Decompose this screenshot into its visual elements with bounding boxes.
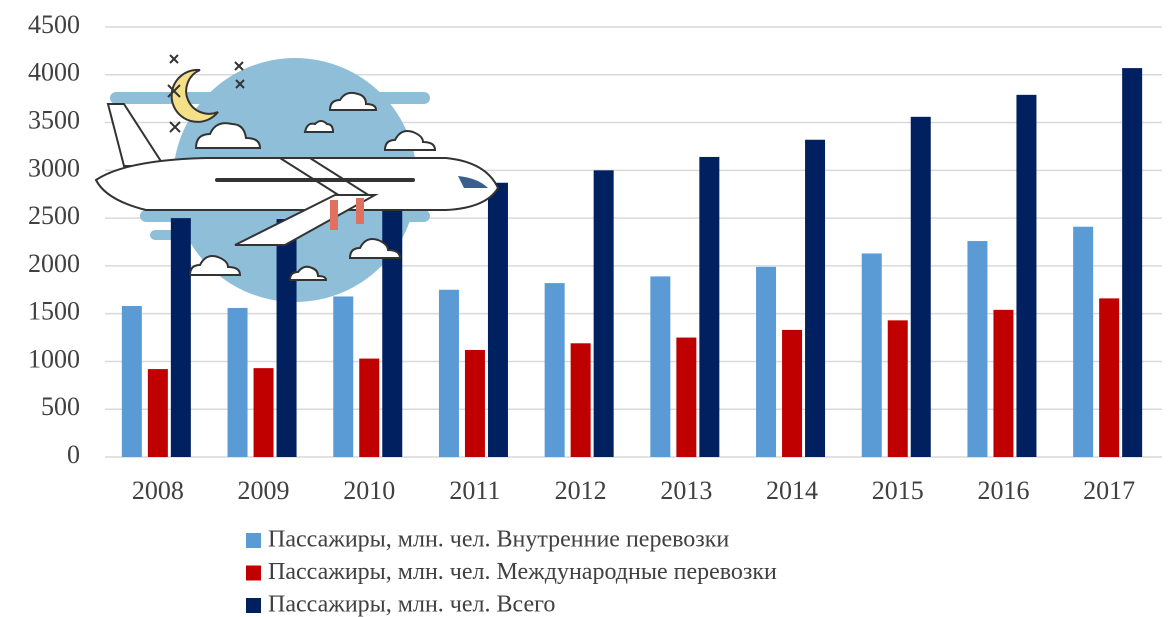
legend-swatch	[246, 566, 261, 581]
x-tick-label: 2008	[132, 476, 184, 505]
y-tick-label: 1000	[28, 344, 80, 373]
bar	[439, 290, 459, 457]
bar	[1099, 298, 1119, 457]
bar	[382, 198, 402, 457]
bar	[545, 283, 565, 457]
bar	[967, 241, 987, 457]
bar	[699, 157, 719, 457]
bar	[911, 117, 931, 457]
x-tick-label: 2016	[977, 476, 1029, 505]
y-tick-label: 4000	[28, 58, 80, 87]
x-tick-label: 2017	[1083, 476, 1135, 505]
y-tick-label: 4500	[28, 10, 80, 39]
bar	[254, 368, 274, 457]
x-tick-label: 2010	[343, 476, 395, 505]
y-tick-label: 0	[67, 440, 80, 469]
y-tick-label: 3000	[28, 153, 80, 182]
legend-label: Пассажиры, млн. чел. Внутренние перевозк…	[268, 527, 729, 553]
bar	[594, 170, 614, 457]
bar	[888, 320, 908, 457]
bar	[756, 267, 776, 457]
bar	[333, 296, 353, 457]
legend-swatch	[246, 533, 261, 548]
y-tick-label: 3500	[28, 106, 80, 135]
x-tick-label: 2014	[766, 476, 818, 505]
bar	[650, 276, 670, 457]
bar	[571, 343, 591, 457]
bar	[993, 310, 1013, 457]
bar	[782, 330, 802, 457]
bar	[228, 308, 248, 457]
x-tick-label: 2015	[872, 476, 924, 505]
bar	[862, 253, 882, 457]
x-tick-label: 2013	[660, 476, 712, 505]
bar	[1122, 68, 1142, 457]
y-tick-label: 1500	[28, 297, 80, 326]
y-tick-label: 2500	[28, 201, 80, 230]
legend-label: Пассажиры, млн. чел. Всего	[268, 592, 555, 617]
bar	[676, 338, 696, 457]
x-tick-label: 2012	[555, 476, 607, 505]
bar	[1073, 227, 1093, 457]
bar	[171, 218, 191, 457]
bar	[122, 306, 142, 457]
bar	[488, 183, 508, 457]
y-tick-label: 500	[41, 392, 80, 421]
legend-label: Пассажиры, млн. чел. Международные перев…	[268, 559, 777, 585]
chart: 0 500 1000 1500 2000 2500 3000 3500 4000 4500 2008…	[0, 0, 1169, 617]
legend-swatch	[246, 598, 261, 613]
x-tick-label: 2011	[449, 476, 500, 505]
bar	[359, 359, 379, 457]
bar	[277, 219, 297, 457]
bar	[148, 369, 168, 457]
bar	[805, 140, 825, 457]
bar	[465, 350, 485, 457]
x-tick-label: 2009	[238, 476, 290, 505]
y-tick-label: 2000	[28, 249, 80, 278]
bar	[1016, 95, 1036, 457]
